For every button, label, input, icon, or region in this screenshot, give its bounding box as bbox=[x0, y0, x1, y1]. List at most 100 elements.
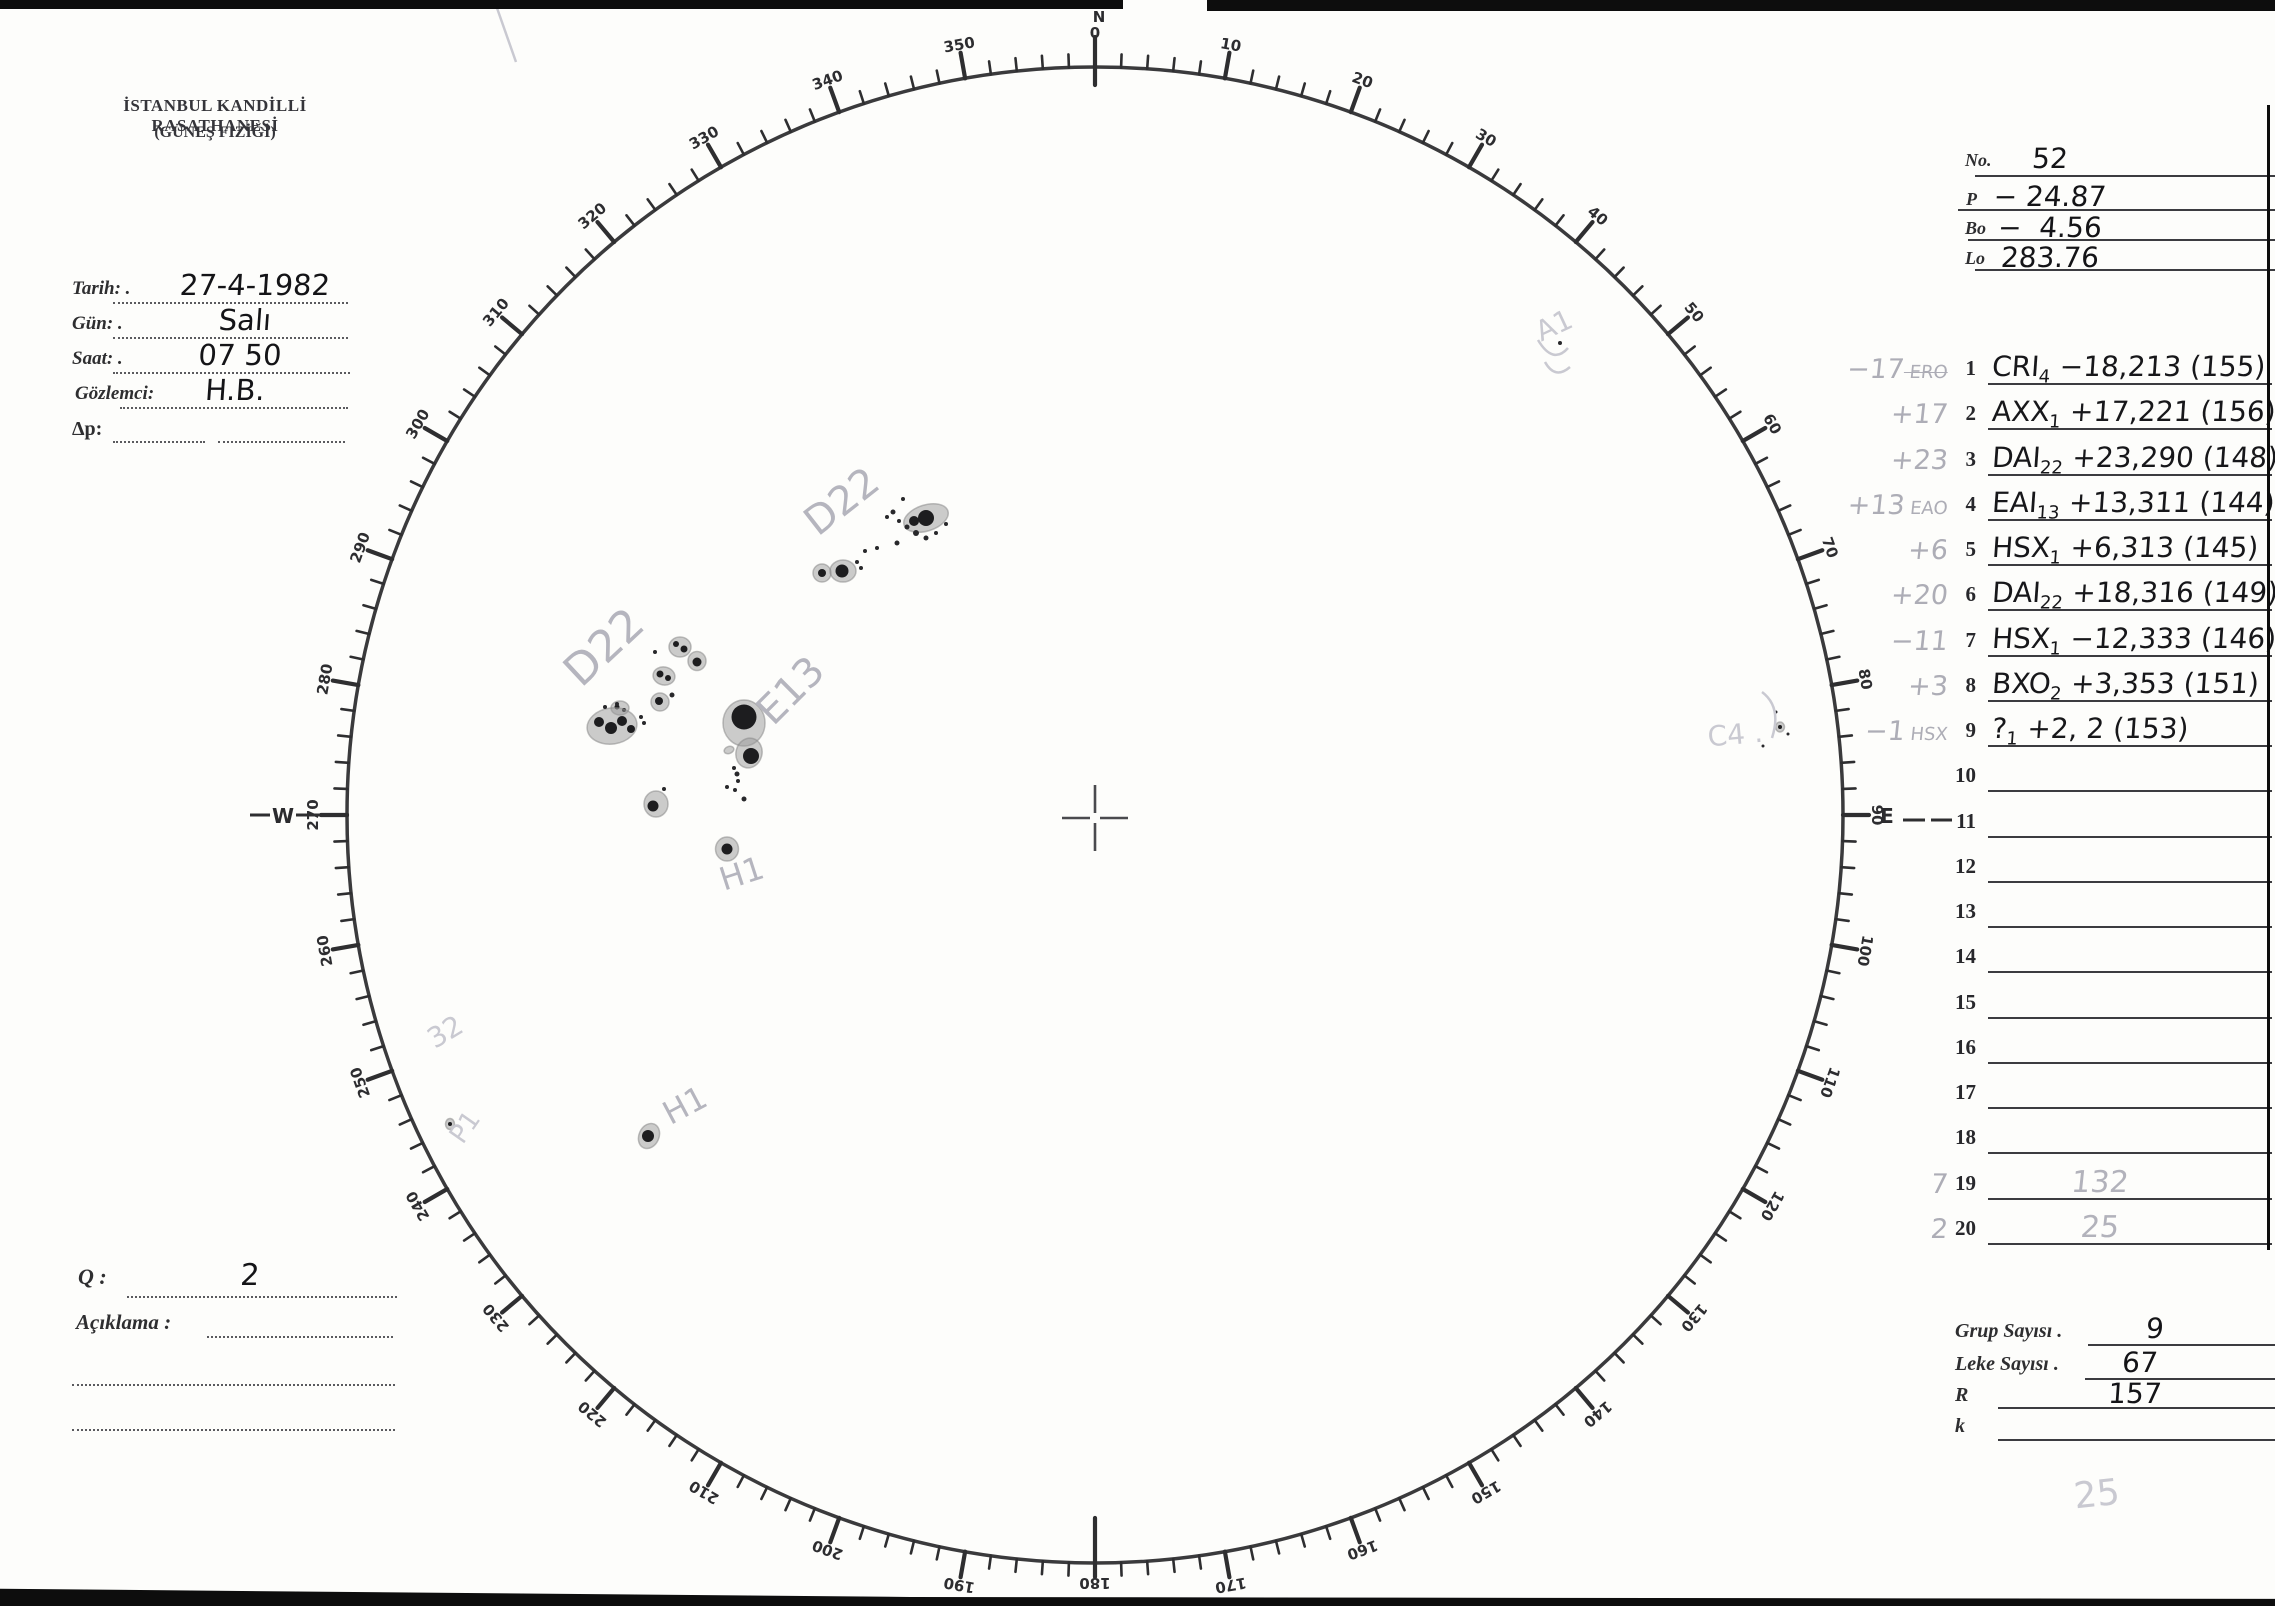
group-row-entry: AXX1 +17,221 (156) bbox=[1991, 395, 2275, 433]
observatory-subtitle: (GÜNEŞ FİZİĞİ) bbox=[154, 124, 276, 141]
svg-text:0: 0 bbox=[1090, 24, 1100, 42]
group-row-number: 1 bbox=[1965, 356, 1977, 380]
group-row-line bbox=[1988, 790, 2272, 793]
sunspot bbox=[1774, 721, 1786, 733]
group-row-number: 19 bbox=[1955, 1170, 1976, 1195]
r-value: 157 bbox=[2107, 1377, 2163, 1410]
group-row-number: 8 bbox=[1965, 672, 1977, 697]
group-row-line bbox=[1988, 1152, 2272, 1155]
pencil-annotation: C4 . bbox=[1706, 716, 1764, 754]
group-row-line bbox=[1988, 926, 2272, 928]
group-row-number: 18 bbox=[1955, 1125, 1976, 1150]
group-row-number: 6 bbox=[1965, 582, 1977, 607]
group-row-number: 14 bbox=[1955, 944, 1976, 969]
svg-text:80: 80 bbox=[1854, 667, 1875, 691]
group-row-line bbox=[1988, 1016, 2272, 1019]
group-row-entry: HSX1 +6,313 (145) bbox=[1991, 531, 2260, 569]
gun-label: Gün: . bbox=[72, 313, 123, 334]
leke-sayisi-value: 67 bbox=[2121, 1346, 2159, 1379]
sunspot bbox=[643, 790, 669, 818]
group-row-entry: HSX1 −12,333 (146) bbox=[1991, 621, 2275, 660]
q-line bbox=[127, 1296, 397, 1298]
no-label: No. bbox=[1965, 150, 1992, 170]
group-row-line bbox=[1988, 518, 2272, 521]
group-row-line bbox=[1988, 699, 2272, 702]
gozlemci-label: Gözlemci: bbox=[75, 383, 155, 404]
degree-ticks bbox=[318, 34, 1872, 1580]
sunspot bbox=[722, 699, 766, 747]
group-row-number: 16 bbox=[1955, 1034, 1976, 1059]
group-row-line bbox=[1988, 971, 2272, 974]
group-row-line bbox=[1988, 473, 2272, 476]
p-line bbox=[1958, 209, 2275, 211]
north-label: N bbox=[1093, 8, 1106, 26]
sunspot bbox=[687, 650, 707, 672]
bo-label: Bo bbox=[1965, 218, 1987, 238]
group-row-line bbox=[1988, 1107, 2272, 1109]
svg-text:100: 100 bbox=[1854, 934, 1877, 968]
group-row-number: 17 bbox=[1955, 1080, 1976, 1104]
group-row-line bbox=[1988, 745, 2272, 747]
aciklama-line-2 bbox=[72, 1384, 395, 1386]
group-row-pencil-note: 7 bbox=[1929, 1168, 1950, 1200]
sunspot bbox=[714, 836, 740, 862]
group-row-pencil-note: +23 bbox=[1889, 444, 1950, 476]
sunspot bbox=[652, 666, 676, 686]
sunspot-pores bbox=[603, 341, 1790, 802]
r-label: R bbox=[1955, 1384, 1969, 1406]
svg-text:180: 180 bbox=[1079, 1574, 1110, 1592]
group-row-line bbox=[1988, 1197, 2272, 1200]
sunspot bbox=[668, 636, 692, 658]
tarih-label: Tarih: . bbox=[72, 278, 131, 299]
group-row-line bbox=[1988, 383, 2272, 385]
dp-line-2 bbox=[218, 441, 345, 443]
sunspot bbox=[637, 1122, 661, 1150]
grup-sayisi-line bbox=[2088, 1344, 2275, 1346]
sunspot-groups bbox=[444, 502, 1786, 1150]
sunspot bbox=[829, 559, 857, 583]
scan-border-right bbox=[2267, 105, 2270, 1250]
no-line bbox=[1975, 175, 2275, 177]
group-row-entry: ?1 +2, 2 (153) bbox=[1991, 712, 2190, 750]
lo-label: Lo bbox=[1965, 248, 1985, 268]
group-row-number: 7 bbox=[1965, 627, 1977, 652]
aciklama-label: Açıklama : bbox=[76, 1310, 172, 1334]
gun-line bbox=[113, 337, 348, 339]
grup-sayisi-value: 9 bbox=[2144, 1312, 2166, 1345]
grup-sayisi-label: Grup Sayısı . bbox=[1955, 1320, 2063, 1342]
dp-line-1 bbox=[113, 441, 205, 443]
lo-line bbox=[1975, 269, 2275, 271]
group-row-number: 10 bbox=[1955, 763, 1976, 788]
group-row-pencil-note: +17 bbox=[1889, 399, 1950, 431]
group-row-line bbox=[1988, 880, 2272, 883]
group-row-pencil-note: +13 EAO bbox=[1846, 489, 1949, 521]
k-line bbox=[1998, 1439, 2275, 1441]
q-value: 2 bbox=[239, 1258, 261, 1293]
group-row-number: 2 bbox=[1965, 401, 1977, 426]
sunspot bbox=[586, 707, 638, 745]
group-row-number: 5 bbox=[1965, 537, 1977, 561]
group-row-pencil-note: +6 bbox=[1906, 535, 1950, 566]
p-label: P bbox=[1966, 189, 1977, 209]
aciklama-line-3 bbox=[72, 1429, 395, 1431]
group-row-pencil-note: 2 bbox=[1929, 1213, 1950, 1245]
sunspot bbox=[723, 745, 735, 755]
svg-text:170: 170 bbox=[1214, 1574, 1248, 1597]
scan-border-top-right bbox=[1207, 0, 2275, 11]
group-row-pencil-note: +20 bbox=[1889, 580, 1950, 612]
group-row-pencil-note: −11 bbox=[1889, 625, 1950, 657]
group-row-line bbox=[1988, 609, 2272, 612]
group-row-number: 13 bbox=[1955, 899, 1976, 923]
sunspot bbox=[903, 502, 949, 534]
sunspot bbox=[444, 1117, 456, 1131]
svg-text:10: 10 bbox=[1219, 34, 1243, 55]
saat-label: Saat: . bbox=[72, 348, 123, 369]
group-row-entry: BXO2 +3,353 (151) bbox=[1991, 666, 2261, 705]
q-label: Q : bbox=[78, 1264, 107, 1289]
svg-text:350: 350 bbox=[942, 33, 976, 56]
sunspot bbox=[812, 563, 832, 583]
west-label: W bbox=[272, 804, 294, 828]
group-row-entry: EAI13 +13,311 (144) bbox=[1991, 485, 2275, 524]
group-row-line bbox=[1988, 835, 2272, 838]
